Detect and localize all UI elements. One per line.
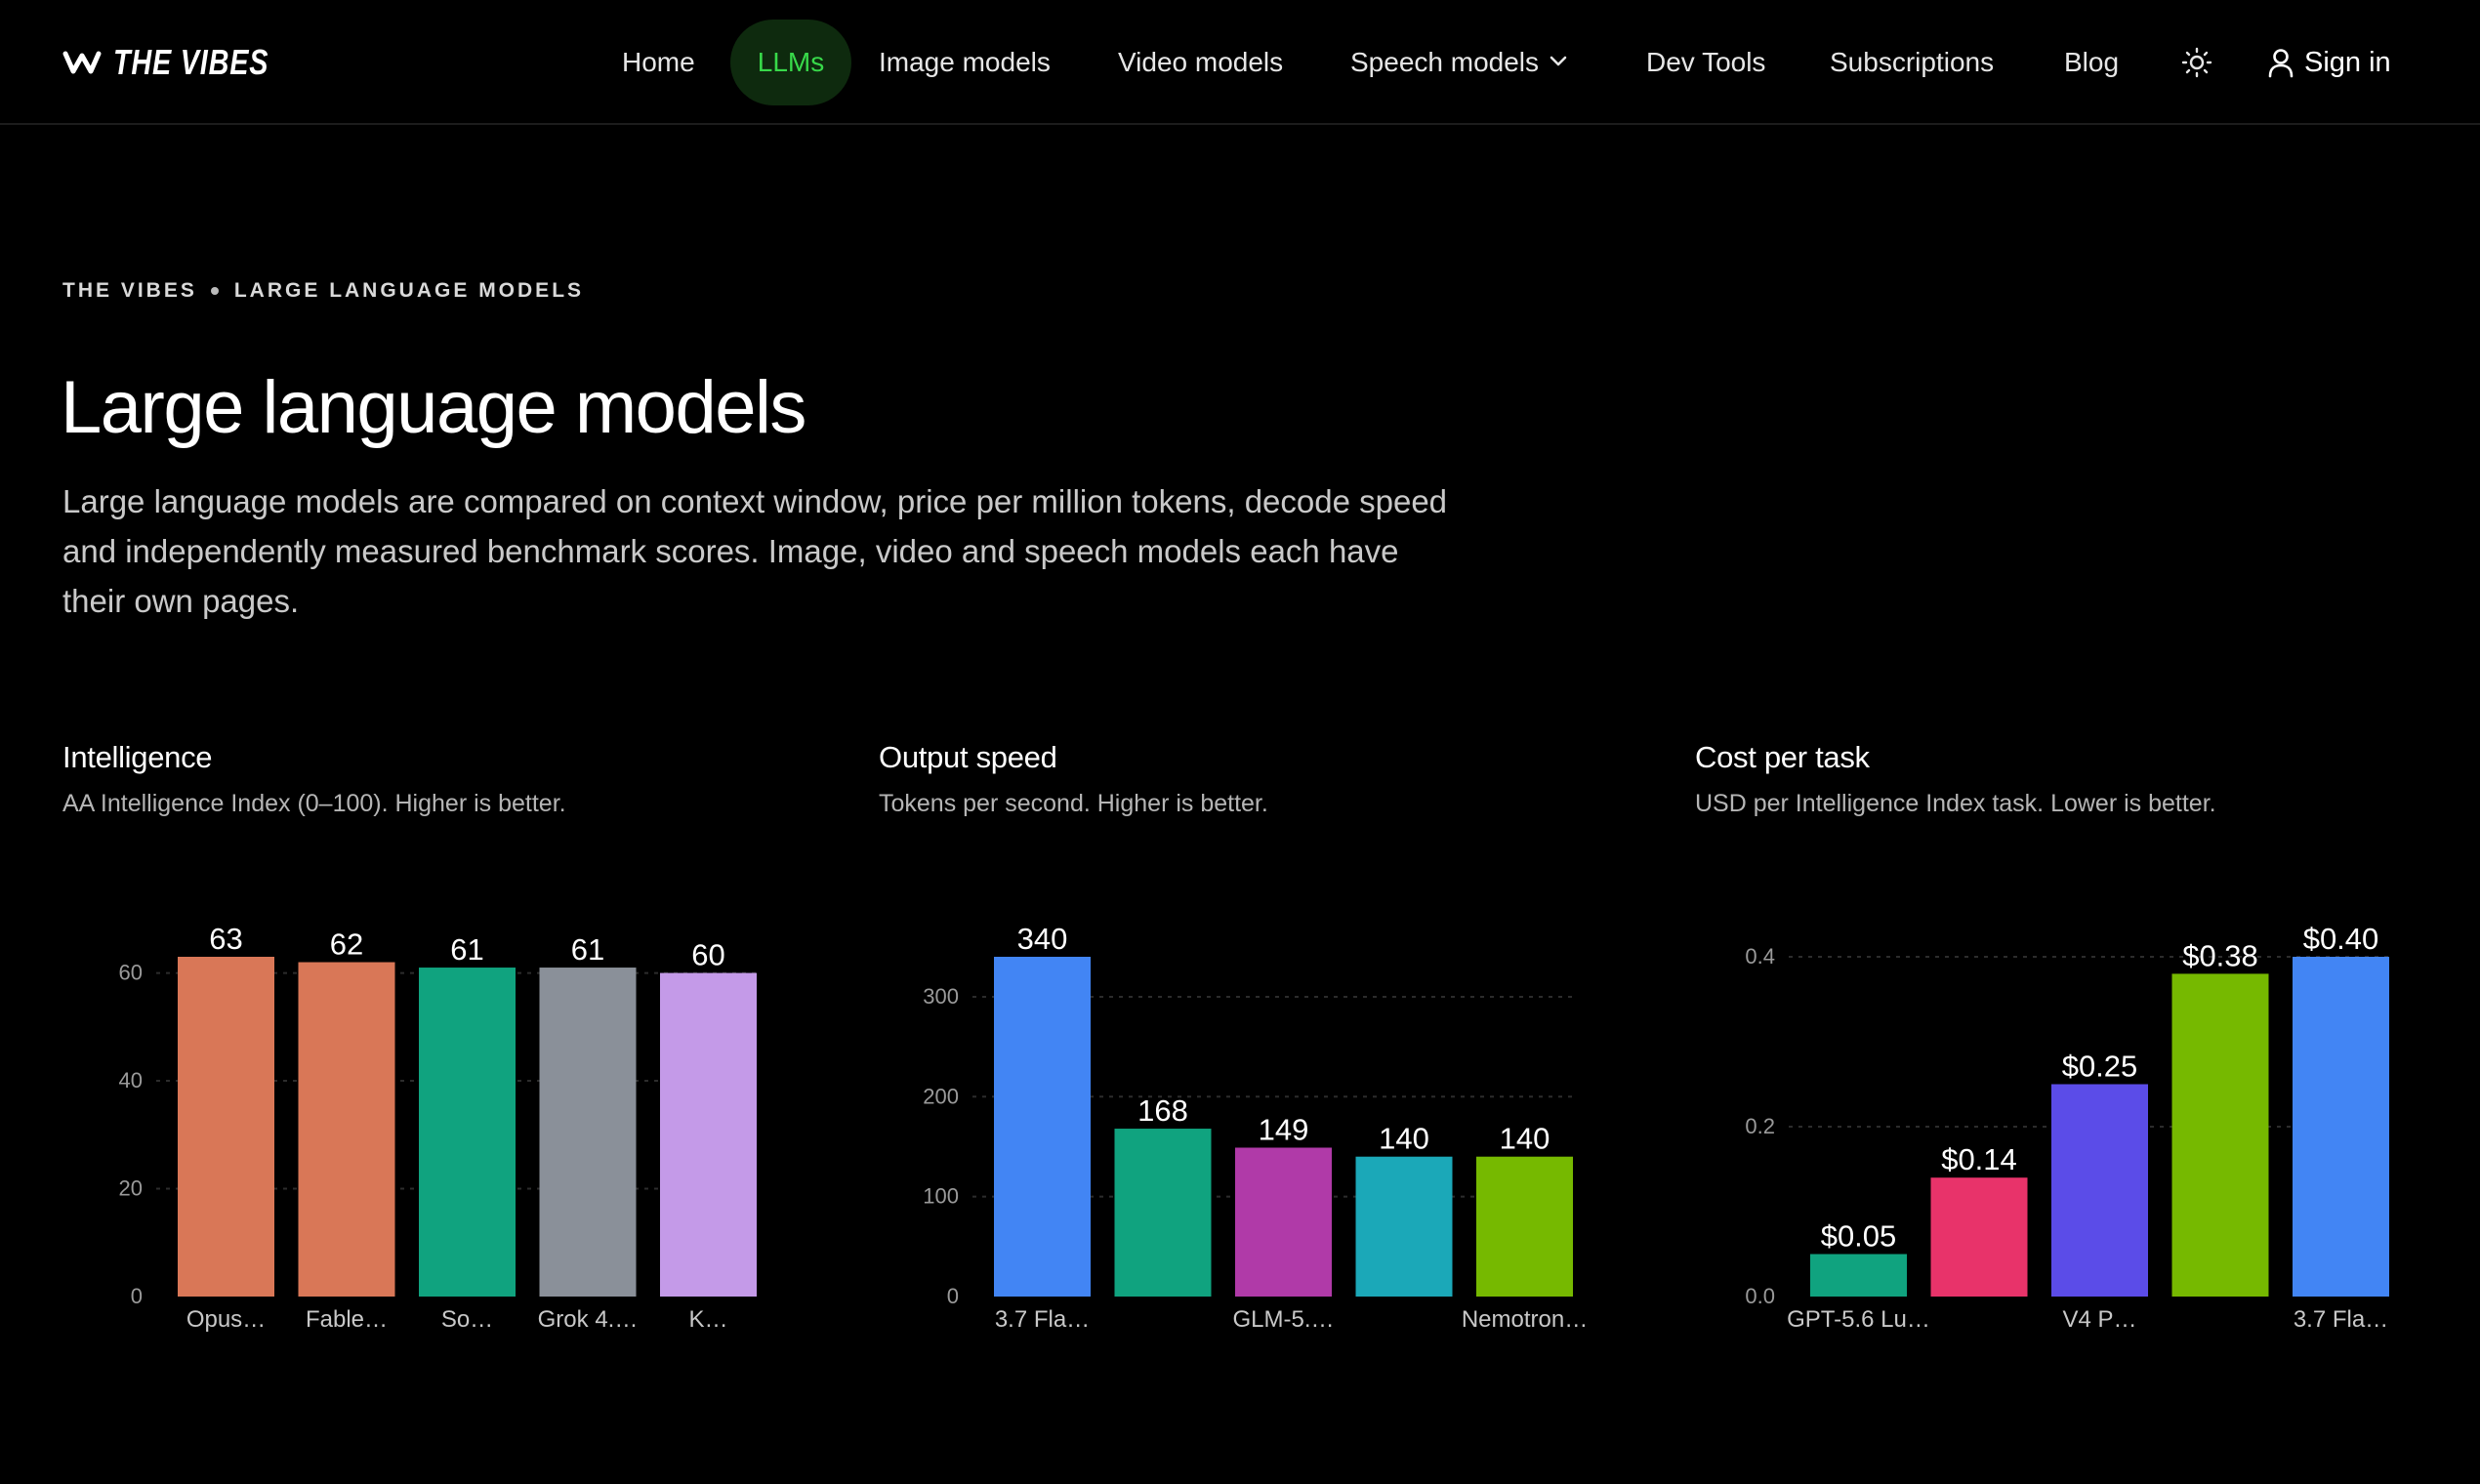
nav-item-blog[interactable]: Blog xyxy=(2064,47,2120,77)
x-tick-label: GPT-5.6 Lu… xyxy=(1787,1306,1930,1333)
bar-value-label: 340 xyxy=(1017,922,1068,956)
panel-title: Output speed xyxy=(879,740,1057,774)
nav-item-speech-models-label: Speech models xyxy=(1350,47,1540,77)
bar-value-label: 61 xyxy=(571,932,604,967)
cost-per-task-panel: Cost per task USD per Intelligence Index… xyxy=(1695,738,2457,1363)
chevron-down-icon xyxy=(1550,56,1567,65)
y-tick-label: 20 xyxy=(119,1176,143,1201)
bar-value-label: $0.25 xyxy=(2062,1050,2138,1084)
x-tick-label: Opus… xyxy=(186,1306,266,1333)
bar xyxy=(1355,1156,1453,1297)
y-tick-label: 200 xyxy=(923,1084,959,1108)
bar xyxy=(660,972,757,1297)
bar xyxy=(2051,1084,2148,1297)
bar-value-label: 140 xyxy=(1379,1122,1429,1156)
bar xyxy=(1810,1254,1907,1297)
bar-value-label: 63 xyxy=(209,922,242,956)
bar xyxy=(1235,1147,1332,1297)
intelligence-bar-chart: 0 20 40 60 63 Opus… 62 Fable… 61 So… 61 Grok 4.… 60 K… xyxy=(119,922,757,1333)
y-tick-label: 0.4 xyxy=(1745,944,1775,969)
bar xyxy=(1930,1177,2028,1297)
bar-value-label: 61 xyxy=(450,932,483,967)
bar-value-label: 60 xyxy=(691,938,724,972)
breadcrumb-root[interactable]: THE VIBES xyxy=(62,279,197,302)
nav-item-subscriptions[interactable]: Subscriptions xyxy=(1830,47,1995,77)
page-title: Large language models xyxy=(61,366,806,449)
bar xyxy=(1114,1129,1212,1297)
bar-value-label: 168 xyxy=(1137,1093,1188,1128)
bar-value-label: 149 xyxy=(1259,1112,1309,1146)
bar-value-label: $0.38 xyxy=(2182,938,2258,972)
bar-value-label: $0.40 xyxy=(2303,922,2379,956)
bar xyxy=(994,957,1091,1297)
cost-per-task-bar-chart: 0.0 0.2 0.4 $0.05 GPT-5.6 Lu… $0.14 $0.25 V4 P…… xyxy=(1745,922,2389,1333)
bar-value-label: 62 xyxy=(330,928,363,962)
panel-subtitle: AA Intelligence Index (0–100). Higher is… xyxy=(62,790,566,817)
bar xyxy=(298,962,395,1297)
x-tick-label: 3.7 Fla… xyxy=(2294,1306,2388,1333)
output-speed-panel: Output speed Tokens per second. Higher i… xyxy=(879,738,1640,1363)
panel-title: Cost per task xyxy=(1695,740,1870,774)
y-tick-label: 60 xyxy=(119,961,143,985)
x-tick-label: V4 P… xyxy=(2062,1306,2136,1333)
x-tick-label: Grok 4.… xyxy=(538,1306,639,1333)
nav-item-home[interactable]: Home xyxy=(622,47,695,77)
theme-toggle-button[interactable] xyxy=(2173,20,2220,105)
y-tick-label: 0.2 xyxy=(1745,1114,1775,1138)
bar xyxy=(1476,1156,1573,1297)
y-tick-label: 300 xyxy=(923,984,959,1009)
y-tick-label: 0 xyxy=(131,1284,143,1308)
breadcrumb-current: LARGE LANGUAGE MODELS xyxy=(233,279,585,302)
sign-in-button[interactable]: Sign in xyxy=(2267,20,2391,105)
breadcrumb-separator xyxy=(210,287,219,295)
intelligence-panel: Intelligence AA Intelligence Index (0–10… xyxy=(62,738,824,1363)
vibes-wave-logo-icon xyxy=(62,51,102,74)
x-tick-label: Fable… xyxy=(306,1306,388,1333)
nav-item-llms[interactable]: LLMs xyxy=(730,20,851,105)
page-intro: Large language models are compared on co… xyxy=(62,483,1448,619)
panel-subtitle: Tokens per second. Higher is better. xyxy=(879,790,1268,817)
breadcrumb: THE VIBES LARGE LANGUAGE MODELS xyxy=(62,279,584,303)
bar xyxy=(419,968,516,1297)
y-tick-label: 40 xyxy=(119,1068,143,1092)
y-tick-label: 0.0 xyxy=(1745,1284,1775,1308)
sun-icon xyxy=(2181,47,2212,78)
brand-name: THE VIBES xyxy=(113,42,269,82)
top-navigation: THE VIBES Home LLMs Image models Video m… xyxy=(0,0,2480,125)
x-tick-label: Nemotron… xyxy=(1462,1306,1588,1333)
bar xyxy=(178,957,274,1297)
nav-item-dev-tools[interactable]: Dev Tools xyxy=(1646,47,1766,77)
nav-menu: Home LLMs Image models Video models Spee… xyxy=(0,20,2480,105)
nav-item-image-models[interactable]: Image models xyxy=(879,47,1051,77)
x-tick-label: GLM-5.… xyxy=(1232,1306,1334,1333)
nav-item-video-models[interactable]: Video models xyxy=(1118,47,1284,77)
user-icon xyxy=(2268,49,2294,78)
y-tick-label: 0 xyxy=(947,1284,959,1308)
bar xyxy=(2293,957,2389,1297)
bar-value-label: $0.14 xyxy=(1941,1142,2017,1176)
x-tick-label: 3.7 Fla… xyxy=(995,1306,1090,1333)
output-speed-bar-chart: 0 100 200 300 340 3.7 Fla… 168 149 GLM-5.… 140 140… xyxy=(923,922,1588,1333)
bar-value-label: 140 xyxy=(1500,1122,1550,1156)
panel-title: Intelligence xyxy=(62,740,213,774)
nav-item-speech-models[interactable]: Speech models xyxy=(1350,20,1568,105)
sign-in-label: Sign in xyxy=(2304,46,2391,78)
y-tick-label: 100 xyxy=(923,1184,959,1209)
panel-subtitle: USD per Intelligence Index task. Lower i… xyxy=(1695,790,2216,817)
bar xyxy=(2171,973,2269,1297)
bar xyxy=(539,968,637,1297)
brand-logo[interactable]: THE VIBES xyxy=(62,43,308,82)
x-tick-label: So… xyxy=(441,1306,493,1333)
bar-value-label: $0.05 xyxy=(1821,1219,1897,1254)
x-tick-label: K… xyxy=(688,1306,727,1333)
